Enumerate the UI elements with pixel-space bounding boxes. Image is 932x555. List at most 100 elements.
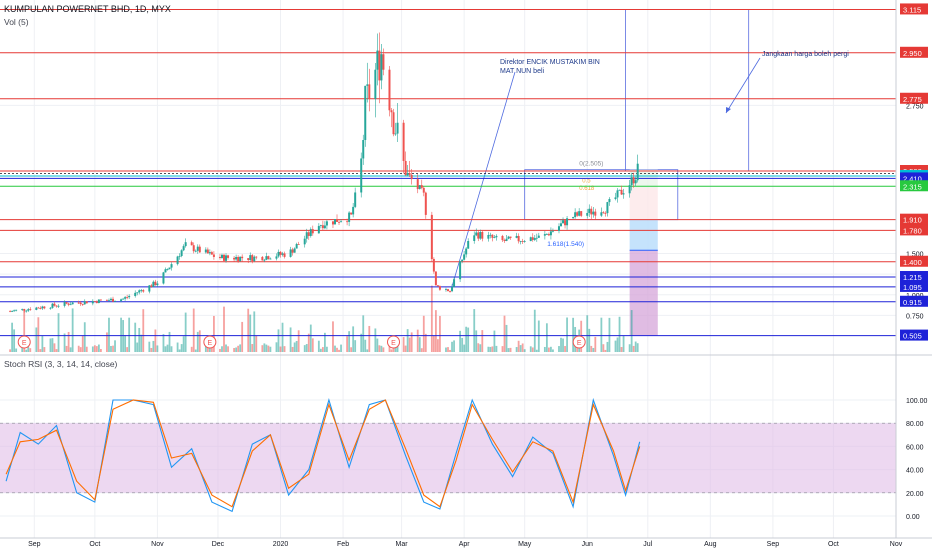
volume-bar: [493, 330, 496, 352]
volume-bar: [362, 315, 365, 352]
candle-body: [13, 310, 16, 312]
candle-body: [140, 290, 143, 291]
candle-body: [364, 85, 367, 140]
candle-body: [503, 240, 506, 242]
candle-body: [477, 232, 480, 239]
level-badge: [900, 92, 928, 104]
candle-body: [374, 69, 377, 100]
candle-body: [237, 257, 240, 262]
volume-bar: [336, 347, 338, 352]
candle-body: [453, 279, 456, 287]
candle-body: [451, 286, 454, 292]
candle-body: [295, 244, 298, 249]
volume-bar: [263, 343, 266, 352]
candle-body: [265, 256, 268, 260]
level-badge: [900, 3, 928, 15]
volume-bar: [451, 341, 453, 352]
volume-bar: [53, 343, 56, 352]
earnings-marker-label: E: [577, 340, 582, 347]
volume-bar: [65, 345, 68, 352]
volume-bar: [23, 310, 26, 352]
volume-bar: [275, 342, 278, 352]
stoch-tick-label: 80.00: [906, 421, 924, 428]
x-tick-label: Apr: [459, 541, 471, 548]
level-badge-label: 1.095: [903, 283, 922, 292]
candle-body: [519, 241, 522, 242]
volume-bar: [489, 346, 492, 352]
volume-bar: [114, 340, 116, 352]
stoch-series-k: [5, 397, 641, 513]
volume-bar: [29, 348, 32, 352]
candle-body: [99, 299, 102, 301]
volume-bar: [501, 346, 504, 352]
candle-body: [162, 272, 165, 284]
level-badge-label: 2.315: [903, 182, 922, 191]
level-badge: [900, 255, 928, 267]
candle-body: [505, 238, 508, 242]
volume-bar: [324, 332, 326, 352]
candle-body: [239, 256, 242, 262]
level-badge: [900, 46, 928, 58]
candle-body: [142, 290, 145, 292]
candle-body: [473, 235, 476, 241]
volume-bar: [418, 337, 421, 352]
candle-body: [479, 231, 482, 239]
candle-body: [97, 299, 100, 304]
candle-body: [196, 246, 199, 251]
volume-bar: [346, 336, 348, 352]
candle-body: [325, 221, 328, 226]
volume-bar: [277, 329, 280, 352]
earnings-marker: [572, 335, 586, 349]
candle-body: [545, 234, 548, 235]
volume-bar: [110, 345, 112, 352]
candle-body: [436, 285, 439, 287]
volume-bar: [545, 323, 548, 352]
volume-bar: [491, 346, 494, 352]
candle-body: [267, 256, 270, 260]
candle-body: [255, 256, 258, 258]
volume-bar: [178, 349, 181, 352]
volume-bar: [515, 347, 518, 352]
candle-body: [269, 258, 272, 260]
candle-body: [352, 206, 355, 215]
candle-body: [279, 251, 282, 255]
volume-bar: [293, 342, 296, 352]
candle-body: [23, 308, 26, 311]
director-annotation[interactable]: Direktor ENCIK MUSTAKIM BIN MAT NUN beli: [500, 59, 600, 75]
candle-body: [39, 308, 42, 309]
candle-body: [212, 254, 215, 257]
candle-body: [493, 237, 496, 239]
volume-bar: [354, 340, 357, 352]
volume-bar: [192, 308, 195, 352]
candle-body: [198, 246, 201, 253]
volume-bar: [602, 344, 605, 352]
volume-bar: [618, 316, 621, 352]
candle-body: [418, 185, 421, 190]
range-annotation[interactable]: Jangkaan harga boleh pergi: [762, 51, 849, 58]
volume-bar: [37, 317, 40, 352]
volume-bar: [461, 337, 464, 352]
volume-bar: [267, 345, 270, 352]
volume-bar: [364, 339, 367, 352]
volume-bar: [348, 331, 351, 352]
candle-body: [632, 177, 635, 184]
volume-bar: [148, 341, 151, 352]
volume-bar: [261, 345, 264, 352]
volume-bars: [9, 285, 639, 352]
candle-body: [333, 219, 336, 225]
volume-bar: [487, 346, 490, 352]
candle-body: [348, 212, 351, 222]
candle-body: [481, 231, 484, 239]
candle-body: [67, 303, 70, 305]
candle-body: [444, 289, 447, 290]
volume-bar: [106, 332, 108, 352]
candle-body: [281, 253, 284, 255]
volume-bar: [79, 347, 82, 352]
volume-bar: [311, 338, 314, 352]
candle-body: [340, 221, 343, 223]
volume-bar: [614, 340, 617, 352]
volume-bar: [213, 315, 215, 352]
